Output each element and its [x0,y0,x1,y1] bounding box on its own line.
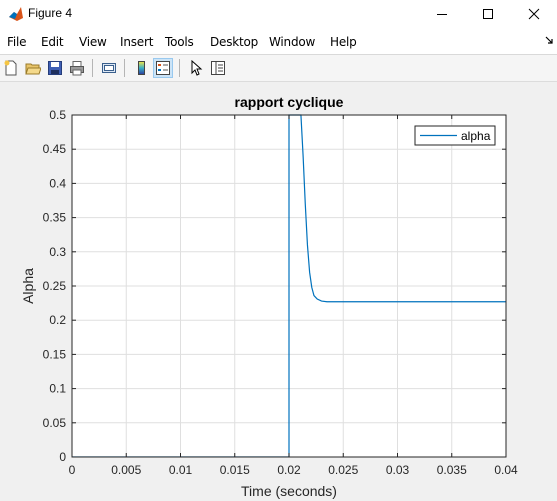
title-bar: Figure 4 [0,0,557,28]
x-tick-label: 0.03 [386,463,410,477]
y-tick-label: 0.4 [49,176,66,190]
close-button[interactable] [511,0,557,28]
menu-desktop[interactable]: Desktop [210,35,259,49]
menu-bar: File Edit View Insert Tools Desktop Wind… [0,28,557,55]
property-editor-button[interactable] [208,58,228,78]
pointer-icon [191,60,203,76]
x-tick-label: 0.035 [437,463,467,477]
y-tick-label: 0.35 [43,211,67,225]
legend-button[interactable] [153,58,173,78]
matlab-logo-icon [9,7,23,21]
new-figure-button[interactable] [1,58,21,78]
y-tick-label: 0.05 [43,416,67,430]
property-editor-icon [211,61,225,75]
x-tick-label: 0.04 [494,463,518,477]
print-button[interactable] [67,58,87,78]
y-tick-label: 0.1 [49,382,66,396]
toolbar-separator [124,59,125,77]
menu-help[interactable]: Help [330,35,357,49]
maximize-icon [483,9,493,19]
colorbar-button[interactable] [131,58,151,78]
dock-arrow-icon[interactable] [545,36,554,45]
y-tick-label: 0.25 [43,279,67,293]
minimize-icon [437,14,447,15]
print-icon [70,61,84,76]
plot-svg[interactable]: 0 0.005 0.01 0.015 0.02 0.025 0.03 0.035 0.04 0 0.… [0,82,557,501]
minimize-button[interactable] [419,0,465,28]
menu-view[interactable]: View [79,35,107,49]
toolbar [0,55,557,82]
open-icon [25,63,41,75]
y-tick-label: 0 [59,450,66,464]
legend-icon [156,61,170,75]
toolbar-separator [92,59,93,77]
colorbar-icon [138,61,145,75]
save-button[interactable] [45,58,65,78]
x-axis-label: Time (seconds) [241,483,337,499]
chart-title: rapport cyclique [235,94,344,110]
y-tick-label: 0.2 [49,313,66,327]
y-tick-label: 0.45 [43,142,67,156]
close-icon [528,8,540,20]
legend-label: alpha [461,129,491,143]
link-icon [102,63,116,73]
link-button[interactable] [99,58,119,78]
maximize-button[interactable] [465,0,511,28]
menu-file[interactable]: File [7,35,27,49]
figure-canvas[interactable]: 0 0.005 0.01 0.015 0.02 0.025 0.03 0.035 0.04 0 0.… [0,82,557,501]
y-tick-label: 0.15 [43,347,67,361]
y-axis-label: Alpha [20,268,36,304]
x-tick-label: 0.01 [169,463,193,477]
y-tick-label: 0.3 [49,245,66,259]
save-icon [48,61,62,75]
y-tick-label: 0.5 [49,108,66,122]
x-tick-label: 0.015 [220,463,250,477]
open-button[interactable] [23,58,43,78]
menu-insert[interactable]: Insert [120,35,154,49]
window-title: Figure 4 [28,6,73,20]
menu-window[interactable]: Window [269,35,316,49]
x-tick-label: 0.005 [111,463,141,477]
toolbar-separator [179,59,180,77]
x-tick-label: 0.02 [277,463,301,477]
menu-tools[interactable]: Tools [165,35,194,49]
x-tick-label: 0.025 [328,463,358,477]
pointer-button[interactable] [186,58,206,78]
x-tick-label: 0 [69,463,76,477]
menu-edit[interactable]: Edit [41,35,64,49]
new-figure-icon [4,60,17,76]
